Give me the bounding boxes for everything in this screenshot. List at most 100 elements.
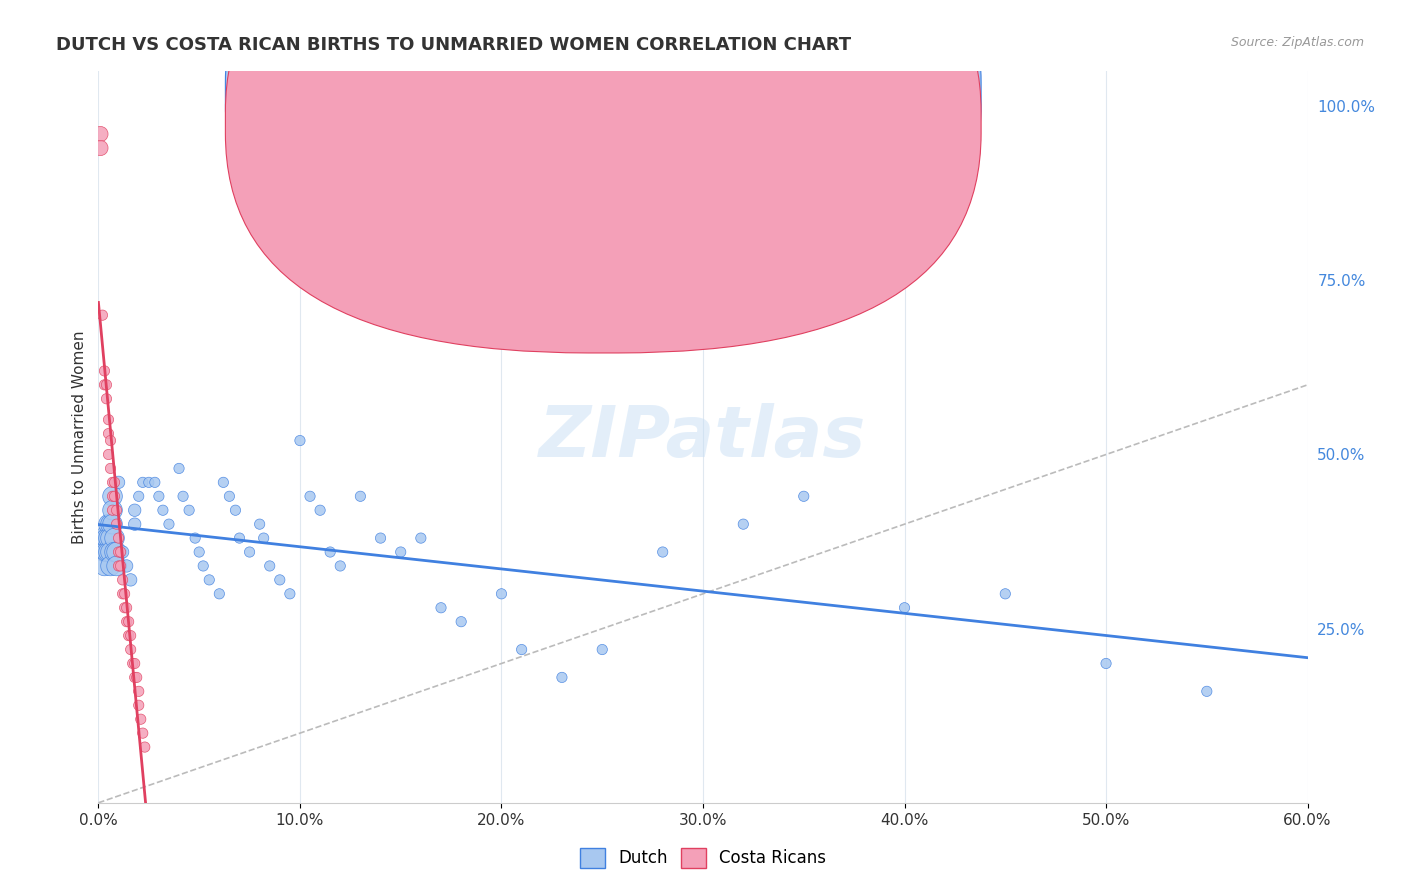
Point — [107, 558, 129, 573]
Point — [93, 558, 115, 573]
Point — [110, 558, 132, 573]
Point — [172, 489, 194, 503]
Point — [319, 545, 342, 559]
Point — [1095, 657, 1118, 671]
Point — [218, 489, 240, 503]
Point — [208, 587, 231, 601]
Point — [103, 489, 125, 503]
Point — [96, 545, 118, 559]
Point — [114, 587, 136, 601]
Point — [143, 475, 166, 490]
Point — [101, 503, 124, 517]
Point — [1195, 684, 1218, 698]
Point — [100, 545, 122, 559]
FancyBboxPatch shape — [225, 0, 981, 353]
Point — [107, 545, 129, 559]
Point — [124, 657, 146, 671]
Point — [97, 448, 120, 462]
Point — [370, 531, 392, 545]
Point — [121, 657, 143, 671]
FancyBboxPatch shape — [582, 78, 890, 145]
Point — [101, 503, 124, 517]
Point — [349, 489, 371, 503]
Point — [510, 642, 533, 657]
Point — [212, 475, 235, 490]
Text: Source: ZipAtlas.com: Source: ZipAtlas.com — [1230, 36, 1364, 49]
Point — [224, 503, 246, 517]
Point — [128, 684, 150, 698]
Point — [111, 545, 134, 559]
Point — [329, 558, 352, 573]
Point — [100, 461, 122, 475]
Point — [228, 531, 250, 545]
Point — [188, 545, 211, 559]
Point — [299, 489, 322, 503]
Point — [125, 670, 148, 684]
Point — [994, 587, 1017, 601]
Point — [111, 587, 134, 601]
Point — [100, 558, 122, 573]
Point — [733, 517, 755, 532]
Point — [89, 127, 111, 141]
Point — [278, 587, 301, 601]
Point — [118, 615, 141, 629]
Point — [97, 517, 120, 532]
Point — [101, 475, 124, 490]
Point — [105, 545, 128, 559]
Point — [107, 531, 129, 545]
Point — [269, 573, 291, 587]
Point — [101, 517, 124, 532]
Point — [105, 503, 128, 517]
Point — [97, 412, 120, 426]
Point — [103, 531, 125, 545]
Point — [152, 503, 174, 517]
Point — [101, 489, 124, 503]
Point — [309, 503, 332, 517]
Point — [198, 573, 221, 587]
Point — [167, 461, 190, 475]
Text: ZIPatlas: ZIPatlas — [540, 402, 866, 472]
Point — [93, 545, 115, 559]
Text: DUTCH VS COSTA RICAN BIRTHS TO UNMARRIED WOMEN CORRELATION CHART: DUTCH VS COSTA RICAN BIRTHS TO UNMARRIED… — [56, 36, 852, 54]
Point — [110, 545, 132, 559]
Point — [430, 600, 453, 615]
Point — [111, 573, 134, 587]
Point — [893, 600, 915, 615]
Point — [148, 489, 170, 503]
Point — [551, 670, 574, 684]
Point — [253, 531, 276, 545]
Point — [114, 600, 136, 615]
Text: R =  0.314   N = 43: R = 0.314 N = 43 — [624, 126, 787, 145]
Point — [138, 475, 160, 490]
Point — [105, 517, 128, 532]
Point — [591, 642, 613, 657]
Point — [115, 615, 138, 629]
Point — [184, 531, 207, 545]
Point — [91, 308, 114, 322]
Point — [157, 517, 180, 532]
Point — [129, 712, 152, 726]
Point — [179, 503, 201, 517]
Point — [124, 517, 146, 532]
Point — [89, 141, 111, 155]
Point — [651, 545, 673, 559]
Point — [115, 558, 138, 573]
FancyBboxPatch shape — [225, 0, 981, 324]
Point — [128, 489, 150, 503]
Point — [91, 531, 114, 545]
Point — [193, 558, 215, 573]
Point — [124, 670, 146, 684]
Point — [105, 558, 128, 573]
Point — [96, 531, 118, 545]
Point — [93, 377, 115, 392]
Y-axis label: Births to Unmarried Women: Births to Unmarried Women — [72, 330, 87, 544]
Point — [259, 558, 281, 573]
Point — [118, 629, 141, 643]
Point — [101, 489, 124, 503]
Point — [115, 600, 138, 615]
Point — [103, 475, 125, 490]
Point — [288, 434, 311, 448]
Point — [93, 364, 115, 378]
Text: R = -0.458   N = 72: R = -0.458 N = 72 — [624, 97, 787, 115]
Point — [107, 475, 129, 490]
